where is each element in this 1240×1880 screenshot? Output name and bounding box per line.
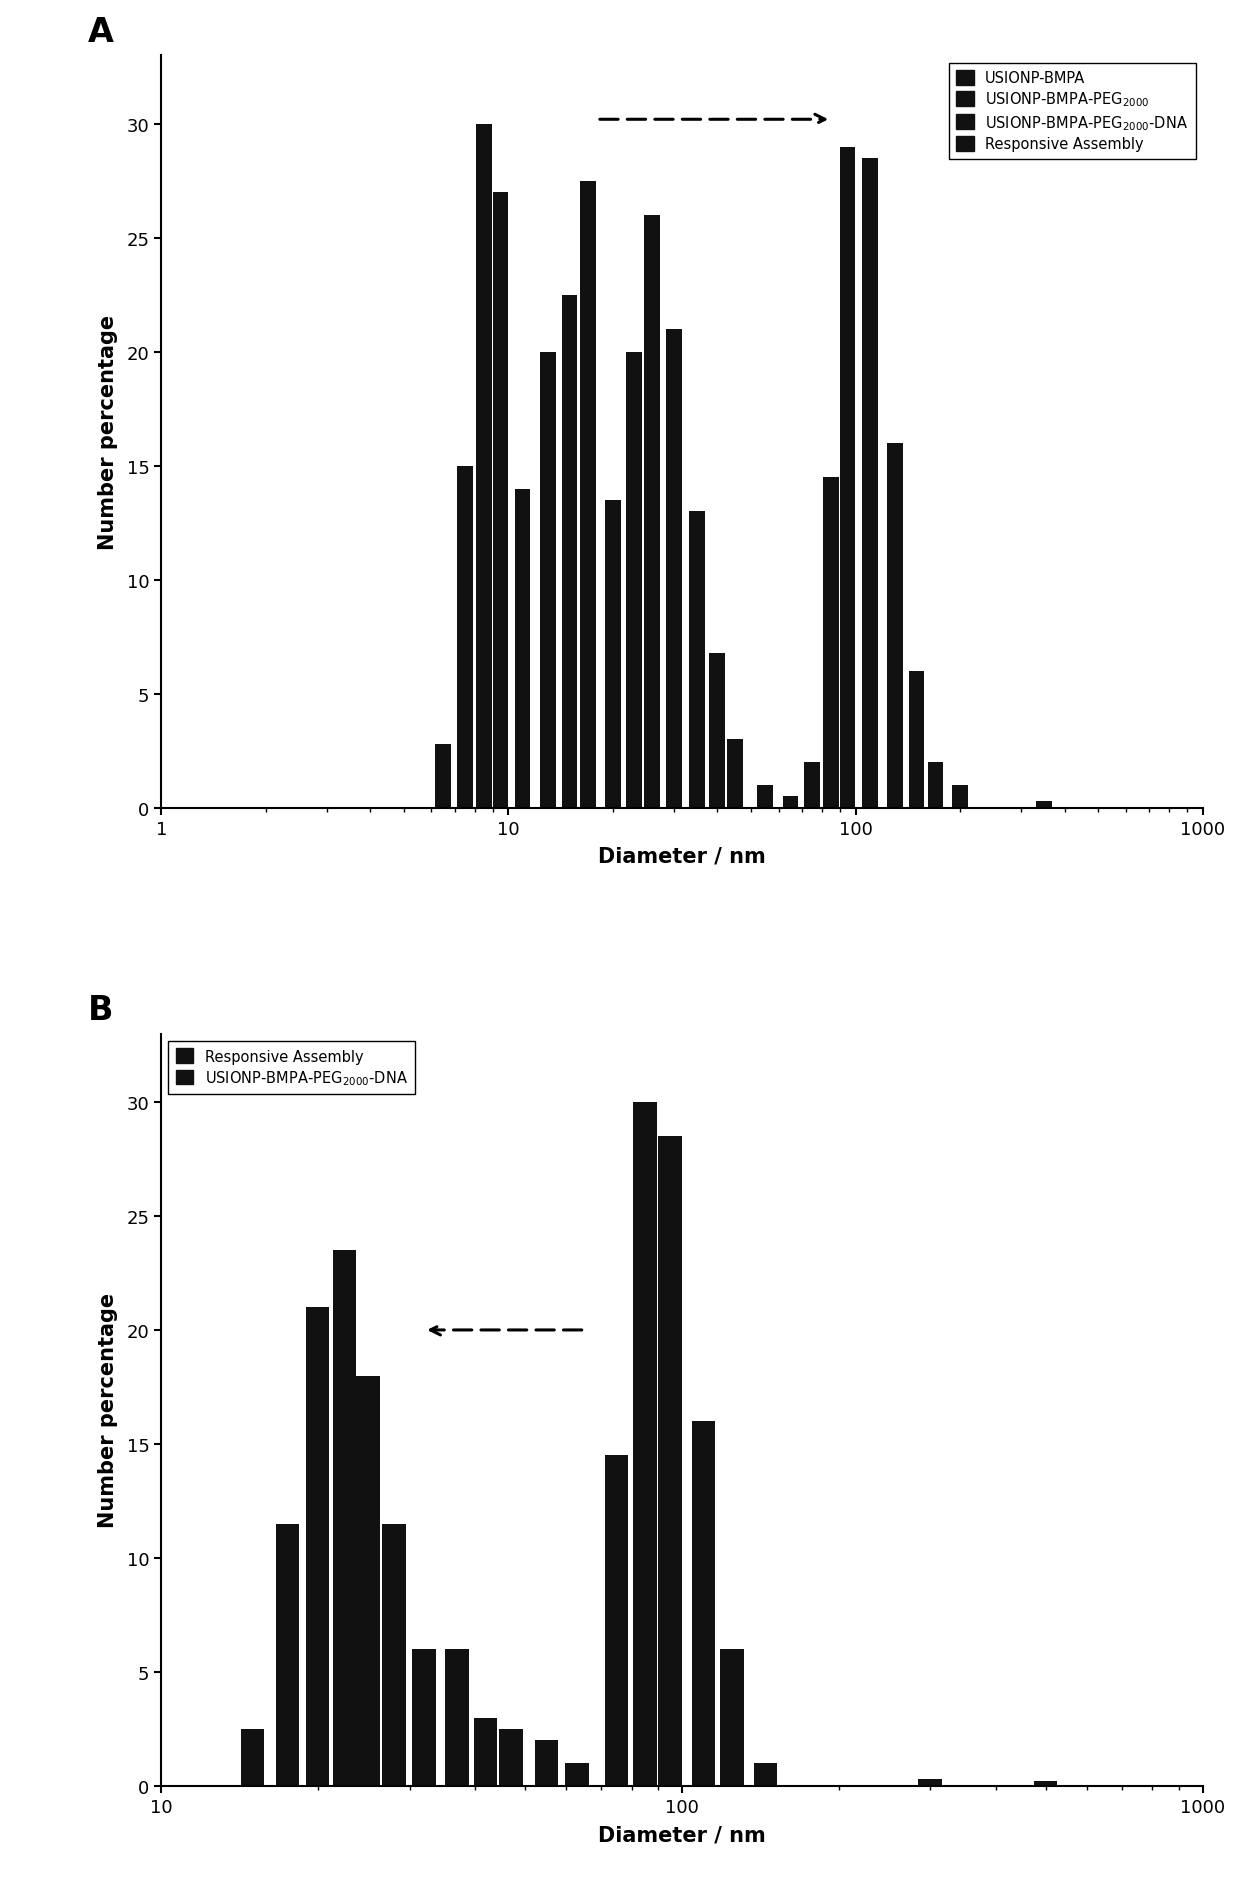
Bar bbox=[952, 786, 967, 808]
Bar bbox=[306, 1307, 330, 1786]
Bar bbox=[727, 741, 743, 808]
Bar bbox=[634, 1102, 657, 1786]
Bar bbox=[1034, 1782, 1058, 1786]
Bar bbox=[412, 1649, 435, 1786]
Bar bbox=[580, 182, 596, 808]
Bar bbox=[919, 1778, 942, 1786]
Bar bbox=[758, 786, 773, 808]
Bar bbox=[565, 1763, 589, 1786]
Bar bbox=[515, 489, 531, 808]
Bar bbox=[805, 763, 820, 808]
Bar bbox=[754, 1763, 777, 1786]
Bar bbox=[689, 511, 704, 808]
Bar bbox=[666, 329, 682, 808]
Bar bbox=[887, 444, 903, 808]
Bar bbox=[275, 1525, 299, 1786]
Bar bbox=[709, 654, 725, 808]
Bar bbox=[645, 216, 660, 808]
Bar bbox=[782, 797, 799, 808]
Bar bbox=[626, 353, 641, 808]
Legend: Responsive Assembly, USIONP-BMPA-PEG$_{2000}$-DNA: Responsive Assembly, USIONP-BMPA-PEG$_{2… bbox=[169, 1042, 415, 1094]
Legend: USIONP-BMPA, USIONP-BMPA-PEG$_{2000}$, USIONP-BMPA-PEG$_{2000}$-DNA, Responsive : USIONP-BMPA, USIONP-BMPA-PEG$_{2000}$, U… bbox=[949, 64, 1195, 160]
Text: A: A bbox=[88, 15, 114, 49]
Bar bbox=[474, 1718, 497, 1786]
Bar bbox=[928, 763, 944, 808]
Bar bbox=[356, 1376, 379, 1786]
Bar bbox=[720, 1649, 744, 1786]
Bar bbox=[692, 1421, 715, 1786]
Y-axis label: Number percentage: Number percentage bbox=[98, 1293, 118, 1527]
Text: B: B bbox=[88, 993, 114, 1026]
Bar bbox=[435, 744, 451, 808]
Bar bbox=[539, 353, 556, 808]
Bar bbox=[445, 1649, 469, 1786]
Bar bbox=[658, 1137, 682, 1786]
Bar bbox=[241, 1730, 264, 1786]
X-axis label: Diameter / nm: Diameter / nm bbox=[598, 846, 766, 867]
Bar bbox=[492, 194, 508, 808]
Bar bbox=[332, 1250, 356, 1786]
Bar bbox=[476, 124, 491, 808]
Bar bbox=[823, 478, 838, 808]
Bar bbox=[500, 1730, 523, 1786]
Bar bbox=[862, 160, 878, 808]
Bar bbox=[605, 1455, 629, 1786]
Y-axis label: Number percentage: Number percentage bbox=[98, 314, 118, 549]
Bar bbox=[382, 1525, 405, 1786]
X-axis label: Diameter / nm: Diameter / nm bbox=[598, 1824, 766, 1844]
Bar bbox=[534, 1741, 558, 1786]
Bar bbox=[605, 500, 620, 808]
Bar bbox=[458, 466, 472, 808]
Bar bbox=[1037, 801, 1052, 808]
Bar bbox=[909, 671, 924, 808]
Bar bbox=[562, 295, 577, 808]
Bar bbox=[839, 147, 856, 808]
